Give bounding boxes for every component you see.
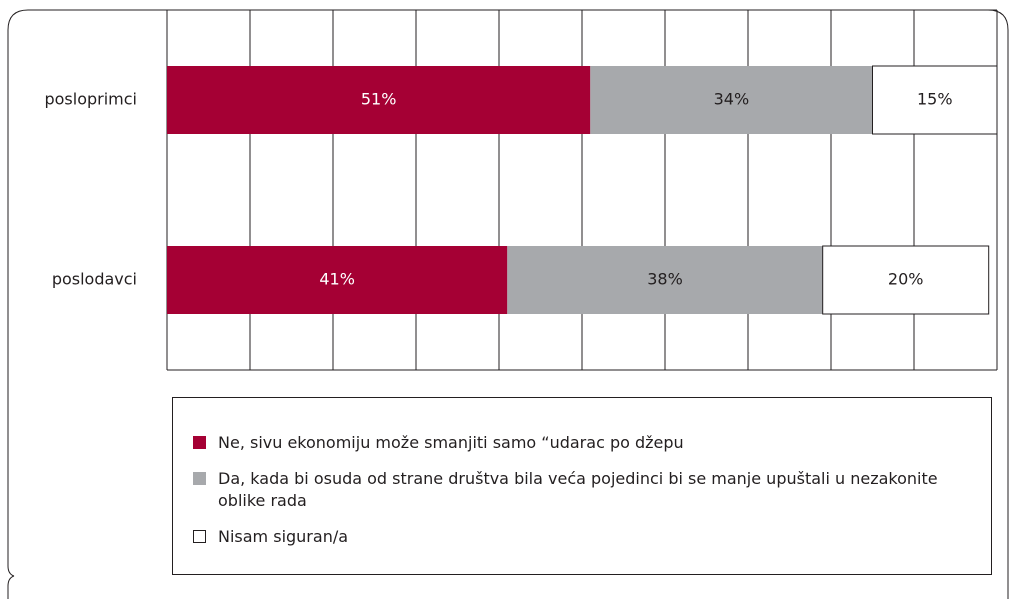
- legend-label: Nisam siguran/a: [218, 527, 349, 546]
- value-label: 15%: [917, 90, 953, 109]
- value-label: 41%: [319, 270, 355, 289]
- category-label: poslodavci: [52, 270, 137, 289]
- value-label: 51%: [361, 90, 397, 109]
- bar-segment: [167, 66, 591, 134]
- legend: Ne, sivu ekonomiju može smanjiti samo “u…: [172, 397, 992, 575]
- bar-segment: [507, 246, 823, 314]
- legend-label: Da, kada bi osuda od strane društva bila…: [218, 469, 938, 510]
- legend-swatch: [193, 530, 206, 543]
- value-label: 34%: [714, 90, 750, 109]
- legend-item: Da, kada bi osuda od strane društva bila…: [193, 468, 991, 512]
- legend-item: Ne, sivu ekonomiju može smanjiti samo “u…: [193, 432, 991, 454]
- bar-segment: [872, 65, 998, 135]
- category-label: posloprimci: [44, 90, 137, 109]
- frame: [7, 9, 1009, 599]
- bar-segment: [590, 66, 873, 134]
- bar-segment: [167, 246, 508, 314]
- legend-label: Ne, sivu ekonomiju može smanjiti samo “u…: [218, 433, 684, 452]
- legend-swatch: [193, 472, 206, 485]
- bar-segment: [822, 245, 990, 315]
- value-label: 38%: [647, 270, 683, 289]
- value-label: 20%: [888, 270, 924, 289]
- legend-item: Nisam siguran/a: [193, 526, 991, 548]
- legend-swatch: [193, 436, 206, 449]
